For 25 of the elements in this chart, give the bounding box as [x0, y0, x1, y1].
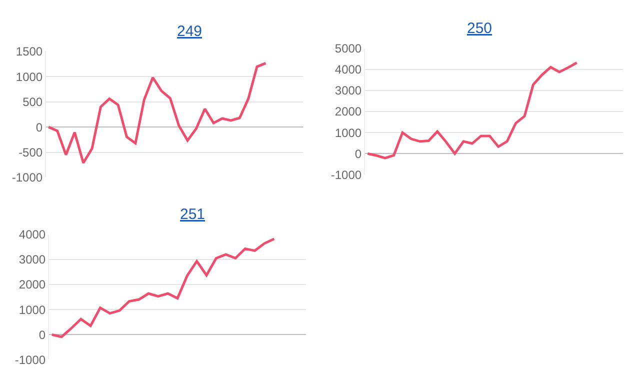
y-tick-label: 3000: [18, 252, 46, 267]
y-tick-label: 3000: [334, 84, 362, 98]
y-tick-label: 1000: [334, 126, 362, 140]
y-tick-label: 1000: [18, 302, 46, 317]
chart-title: 250: [467, 20, 492, 37]
y-tick-label: -500: [18, 146, 43, 160]
y-tick-label: 4000: [334, 62, 362, 77]
y-tick-label: -1000: [14, 352, 46, 367]
line-series: [47, 62, 267, 164]
y-tick-label: 5000: [334, 42, 362, 56]
y-tick-label: 1500: [16, 44, 43, 59]
y-tick-label: 2000: [334, 104, 362, 119]
line-series: [366, 61, 578, 160]
y-tick-label: 4000: [18, 228, 46, 242]
y-tick-label: 2000: [18, 278, 46, 292]
y-tick-label: 0: [36, 120, 43, 134]
chart-title: 251: [180, 206, 206, 223]
y-tick-label: -1000: [330, 168, 362, 182]
y-tick-label: -1000: [12, 170, 43, 185]
y-tick-label: 0: [354, 146, 362, 161]
y-tick-label: 500: [22, 95, 43, 110]
chart-title: 249: [177, 23, 202, 40]
y-tick-label: 0: [38, 328, 46, 342]
y-tick-label: 1000: [16, 70, 43, 84]
line-series: [50, 238, 276, 338]
